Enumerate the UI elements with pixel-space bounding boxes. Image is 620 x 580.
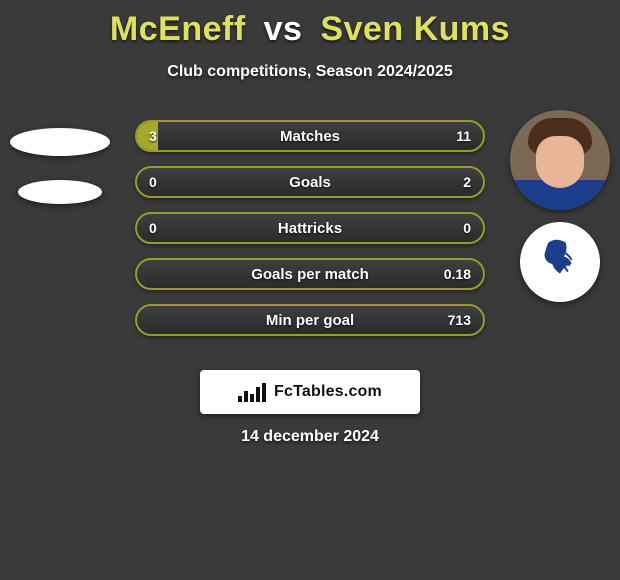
stat-bar: 3 Matches 11	[135, 120, 485, 152]
stat-bar: Goals per match 0.18	[135, 258, 485, 290]
stat-value-right: 0	[463, 220, 471, 236]
stats-bars: 3 Matches 11 0 Goals 2 0 Hattricks 0 Goals per ma…	[135, 120, 485, 350]
right-player-column	[500, 110, 620, 302]
stat-bar: 0 Goals 2	[135, 166, 485, 198]
brand-text: FcTables.com	[274, 383, 382, 401]
stat-bar: Min per goal 713	[135, 304, 485, 336]
brand-badge: FcTables.com	[200, 370, 420, 414]
brand-chart-icon	[238, 382, 266, 402]
title-vs: vs	[264, 10, 303, 48]
stat-value-right: 2	[463, 174, 471, 190]
stat-value-right: 0.18	[444, 266, 471, 282]
title-player2: Sven Kums	[320, 10, 510, 48]
player1-club-badge	[18, 180, 102, 204]
page-title: McEneff vs Sven Kums	[0, 0, 620, 49]
stat-value-left: 0	[149, 220, 157, 236]
stat-label: Min per goal	[266, 312, 354, 329]
player2-headshot	[510, 110, 610, 210]
stat-label: Goals	[289, 174, 331, 191]
left-player-column	[0, 110, 120, 204]
player2-club-badge	[520, 222, 600, 302]
title-player1: McEneff	[110, 10, 246, 48]
stat-label: Goals per match	[251, 266, 369, 283]
date-label: 14 december 2024	[0, 428, 620, 446]
stat-value-left: 3	[149, 128, 157, 144]
stat-value-right: 713	[448, 312, 471, 328]
club-crest-icon	[529, 231, 591, 293]
stat-bar: 0 Hattricks 0	[135, 212, 485, 244]
stat-value-right: 11	[456, 128, 471, 144]
stat-label: Hattricks	[278, 220, 342, 237]
stat-value-left: 0	[149, 174, 157, 190]
stat-label: Matches	[280, 128, 340, 145]
subtitle: Club competitions, Season 2024/2025	[0, 63, 620, 81]
player1-headshot	[10, 128, 110, 156]
